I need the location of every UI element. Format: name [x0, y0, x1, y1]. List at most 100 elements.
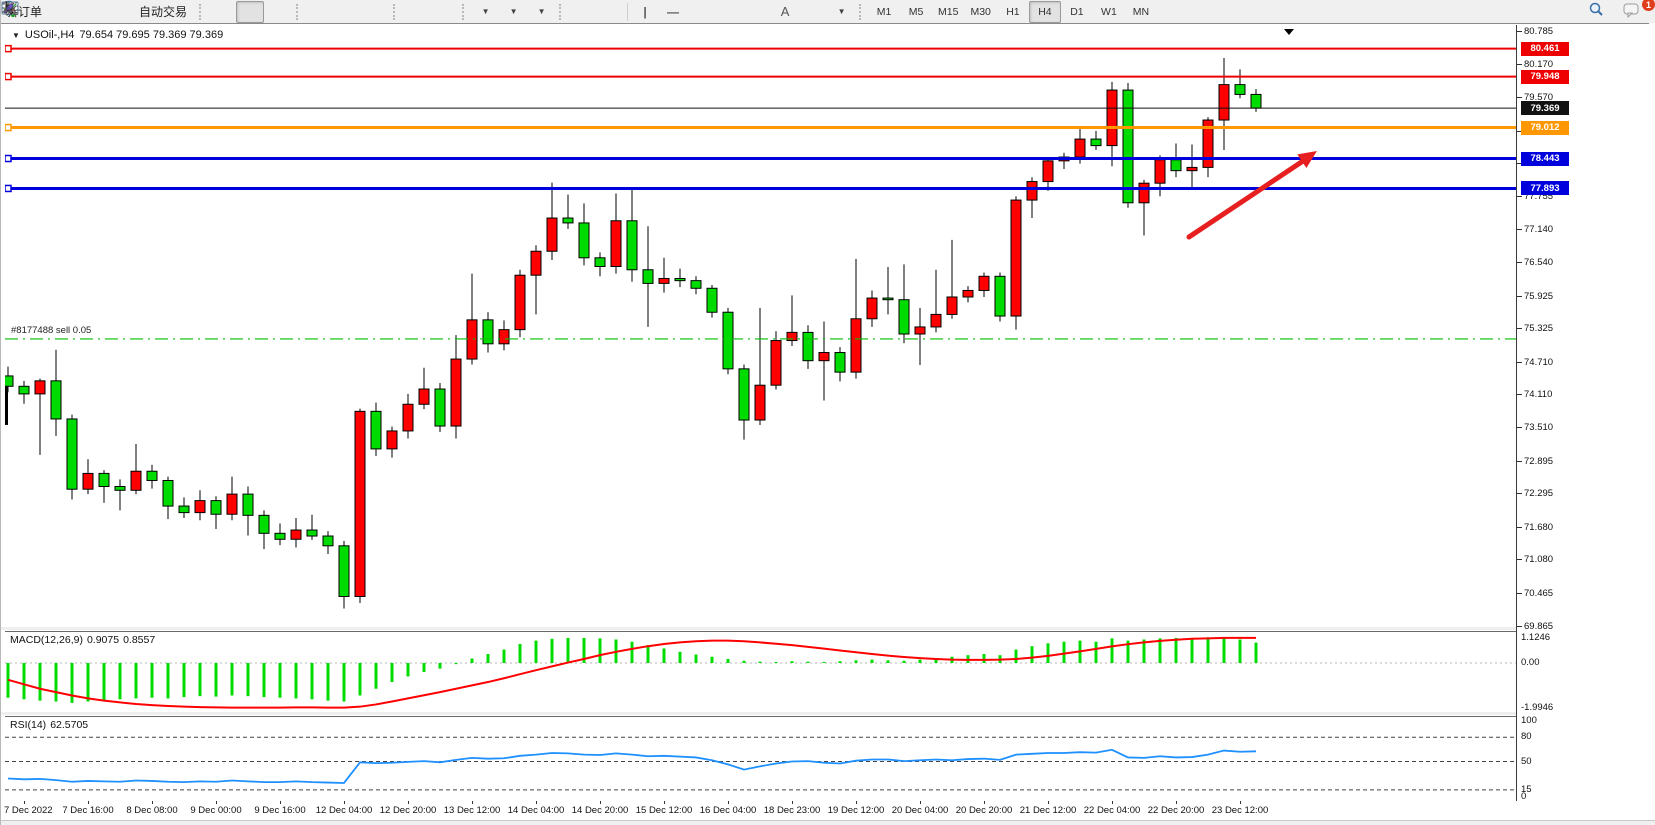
text-icon[interactable]: A [780, 4, 790, 19]
price-level-badge: 77.893 [1521, 181, 1569, 196]
rsi-pane[interactable]: RSI(14) 62.5705 [5, 716, 1516, 803]
trend-arrow [1186, 154, 1312, 240]
chart-shift-icon[interactable] [3, 1, 458, 23]
pane-divider[interactable] [1, 627, 1655, 630]
time-tick: 9 Dec 00:00 [190, 805, 242, 816]
position-label: #8177488 sell 0.05 [11, 324, 92, 336]
tile-windows-icon[interactable] [3, 1, 389, 23]
price-axis[interactable]: 80.78580.17079.57078.95578.35577.75577.1… [1516, 25, 1655, 802]
price-level-badge: 78.443 [1521, 151, 1569, 166]
time-tick: 23 Dec 12:00 [1211, 805, 1269, 816]
rsi-scale-label: 0 [1521, 791, 1527, 802]
equidistant-channel-icon[interactable]: E [2, 1, 743, 23]
price-tick: 79.570 [1516, 92, 1554, 104]
chevron-down-icon: ▼ [481, 7, 490, 16]
price-tick: 75.325 [1516, 323, 1554, 335]
crosshair-icon[interactable] [3, 1, 624, 23]
auto-scroll-icon[interactable] [3, 1, 430, 23]
pane-divider[interactable] [1, 712, 1655, 715]
time-tick-mark [152, 801, 153, 804]
time-tick: 19 Dec 12:00 [827, 805, 885, 816]
time-tick: 9 Dec 16:00 [254, 805, 306, 816]
timeframe-button-M30[interactable]: M30 [970, 5, 991, 18]
symbol-dropdown-icon[interactable]: ▼ [12, 30, 20, 40]
time-tick-mark [792, 801, 793, 804]
price-tick: 74.110 [1516, 389, 1553, 401]
toolbar: 新订单 自动交易 [1, 0, 1655, 24]
chart-properties-icon[interactable]: ▼ [1, 1, 555, 23]
time-tick-mark [408, 801, 409, 804]
time-tick: 18 Dec 23:00 [763, 805, 821, 816]
toolbar-grip [859, 3, 866, 20]
price-tick: 80.170 [1516, 59, 1554, 71]
zoom-out-icon[interactable] [2, 1, 361, 23]
svg-text:F: F [13, 10, 17, 16]
price-tick: 72.295 [1516, 488, 1554, 500]
fibonacci-icon[interactable]: F [3, 1, 771, 23]
price-tick: 80.785 [1516, 26, 1554, 37]
arrow-objects-icon[interactable]: ▼ [3, 1, 855, 23]
chevron-down-icon: ▼ [509, 7, 518, 16]
timeframe-button-M15[interactable]: M15 [938, 5, 959, 18]
time-tick-mark [1240, 801, 1241, 804]
auto-trading-button[interactable]: 自动交易 [1, 1, 195, 23]
time-tick-mark [1112, 801, 1113, 804]
price-tick: 70.465 [1516, 587, 1554, 599]
window-bottom-edge [1, 820, 1655, 825]
timeframe-button-H1[interactable]: H1 [1006, 5, 1020, 18]
horizontal-line-icon[interactable]: — [667, 4, 680, 19]
toolbar-grip [462, 3, 469, 20]
timeframe-button-W1[interactable]: W1 [1101, 5, 1117, 18]
new-chart-icon[interactable]: ▼ [2, 1, 499, 23]
main-chart-pane[interactable]: ▼ USOil-,H4 79.654 79.695 79.369 79.369 … [5, 25, 1516, 628]
timeframe-button-M5[interactable]: M5 [908, 5, 924, 18]
chat-icon[interactable]: 1 [1622, 0, 1655, 23]
price-tick: 77.140 [1516, 224, 1554, 236]
chevron-down-icon: ▼ [837, 7, 846, 16]
rsi-scale-label: 100 [1521, 715, 1537, 726]
macd-label: MACD(12,26,9) 0.9075 0.8557 [10, 634, 156, 646]
time-tick-mark [280, 801, 281, 804]
time-tick: 20 Dec 20:00 [955, 805, 1013, 816]
time-tick-mark [600, 801, 601, 804]
signal-icon[interactable] [2, 1, 131, 23]
timeframe-button-H4[interactable]: H4 [1028, 0, 1061, 23]
toolbar-grip [296, 3, 303, 20]
timeframe-button-D1[interactable]: D1 [1070, 5, 1084, 18]
rsi-scale-label: 15 [1521, 783, 1532, 795]
gold-ingots-icon[interactable] [1, 1, 75, 23]
timeframe-button-M1[interactable]: M1 [876, 5, 892, 18]
time-axis[interactable]: 7 Dec 2022 7 Dec 16:00 8 Dec 08:00 9 Dec 00… [1, 801, 1655, 821]
trade-terminal-icon[interactable] [2, 1, 103, 23]
rsi-scale-label: 50 [1521, 755, 1532, 767]
time-tick: 16 Dec 04:00 [699, 805, 757, 816]
time-tick-mark [24, 801, 25, 804]
text-label-icon[interactable]: T [2, 1, 827, 23]
macd-scale-label: 1.1246 [1521, 631, 1551, 643]
rsi-value: 62.5705 [50, 719, 89, 731]
rsi-label: RSI(14) 62.5705 [10, 719, 89, 731]
vertical-line-icon[interactable]: | [643, 4, 647, 19]
chevron-down-icon: ▼ [537, 7, 546, 16]
time-tick: 20 Dec 04:00 [891, 805, 949, 816]
time-tick: 15 Dec 12:00 [635, 805, 693, 816]
cursor-icon[interactable] [5, 0, 596, 23]
time-tick: 7 Dec 2022 [4, 805, 53, 816]
candlestick-style-icon[interactable] [3, 0, 265, 23]
line-chart-style-icon[interactable] [2, 1, 292, 23]
time-tick-mark [984, 801, 985, 804]
price-tick: 76.540 [1516, 257, 1554, 269]
trendline-icon[interactable] [3, 1, 715, 23]
time-tick: 12 Dec 04:00 [315, 805, 373, 816]
zoom-in-icon[interactable] [2, 1, 333, 23]
time-tick: 14 Dec 04:00 [507, 805, 565, 816]
period-clock-icon[interactable]: ▼ [1, 0, 527, 23]
time-tick-mark [728, 801, 729, 804]
time-tick-mark [664, 801, 665, 804]
price-tick: 71.680 [1516, 521, 1554, 533]
bar-chart-style-icon[interactable] [3, 1, 236, 23]
search-icon[interactable] [1588, 1, 1616, 23]
timeframe-button-MN[interactable]: MN [1132, 5, 1150, 18]
macd-pane[interactable]: MACD(12,26,9) 0.9075 0.8557 [5, 631, 1516, 714]
price-tick: 72.895 [1516, 455, 1554, 467]
